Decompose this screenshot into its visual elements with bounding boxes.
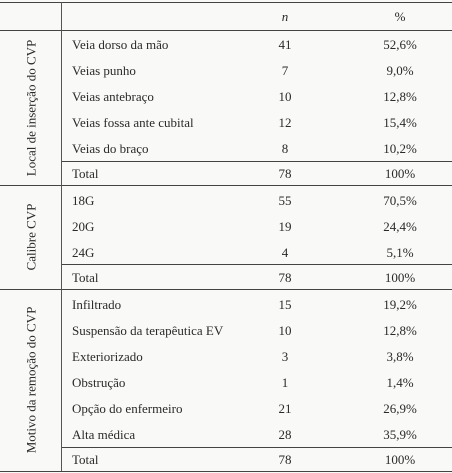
header-n: n [281, 9, 289, 24]
table-row-n: 8 [281, 141, 289, 156]
table-bottom-border [0, 471, 452, 472]
table-row-pct: 24,4% [383, 219, 417, 234]
table-row-label: Alta médica [72, 427, 136, 442]
total-divider-3 [61, 447, 452, 448]
table-row-n: 41 [278, 37, 292, 52]
table-row-label: 18G [72, 193, 95, 208]
table-row-label: Veia dorso da mão [72, 37, 169, 52]
total-row-label: Total [72, 452, 99, 467]
total-row-n: 78 [278, 166, 292, 181]
table-row-label: 20G [72, 219, 95, 234]
group-label-caliber: Calibre CVP [23, 203, 38, 271]
table-row-pct: 35,9% [383, 427, 417, 442]
table-row-label: Obstrução [72, 375, 126, 390]
table-row-n: 1 [281, 375, 289, 390]
total-row-pct: 100% [384, 166, 416, 181]
table-row-pct: 10,2% [383, 141, 417, 156]
table-row-label: Veias punho [72, 63, 136, 78]
table-row-n: 3 [281, 349, 289, 364]
table-row-label: Infiltrado [72, 297, 122, 312]
table-row-label: Exteriorizado [72, 349, 143, 364]
table-top-border [0, 2, 452, 3]
total-divider-2 [61, 264, 452, 265]
table-row-pct: 5,1% [386, 245, 414, 260]
header-divider [0, 30, 452, 31]
table-row-n: 15 [278, 297, 292, 312]
table-row-label: Opção do enfermeiro [72, 401, 183, 416]
table-row-n: 55 [278, 193, 292, 208]
table-row-label: Suspensão da terapêutica EV [72, 323, 224, 338]
table-row-n: 4 [281, 245, 289, 260]
table-row-n: 12 [278, 115, 292, 130]
table-row-n: 10 [278, 323, 292, 338]
table-row-pct: 15,4% [383, 115, 417, 130]
total-divider-1 [61, 161, 452, 162]
total-row-n: 78 [278, 270, 292, 285]
total-row-pct: 100% [384, 270, 416, 285]
table-row-pct: 12,8% [383, 89, 417, 104]
group-label-insertion-site: Local de inserção do CVP [23, 39, 38, 176]
table-row-label: 24G [72, 245, 95, 260]
table-row-pct: 19,2% [383, 297, 417, 312]
total-row-pct: 100% [384, 452, 416, 467]
group-column-border [61, 2, 62, 471]
total-row-n: 78 [278, 452, 292, 467]
group-divider-1 [0, 185, 452, 186]
header-pct: % [394, 9, 406, 24]
table-row-pct: 3,8% [386, 349, 414, 364]
table-row-pct: 9,0% [386, 63, 414, 78]
table-row-pct: 70,5% [383, 193, 417, 208]
table-row-n: 7 [281, 63, 289, 78]
total-row-label: Total [72, 166, 99, 181]
table-row-pct: 52,6% [383, 37, 417, 52]
table-row-n: 21 [278, 401, 292, 416]
group-label-removal-reason: Motivo da remoção do CVP [23, 306, 38, 454]
table-row-label: Veias do braço [72, 141, 149, 156]
table-row-pct: 12,8% [383, 323, 417, 338]
table-row-n: 28 [278, 427, 292, 442]
table-row-pct: 1,4% [386, 375, 414, 390]
table-row-n: 10 [278, 89, 292, 104]
table-row-n: 19 [278, 219, 292, 234]
total-row-label: Total [72, 270, 99, 285]
group-divider-2 [0, 289, 452, 290]
table-row-pct: 26,9% [383, 401, 417, 416]
table-row-label: Veias antebraço [72, 89, 154, 104]
table-row-label: Veias fossa ante cubital [72, 115, 194, 130]
